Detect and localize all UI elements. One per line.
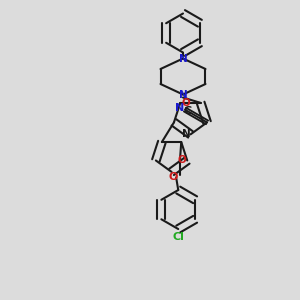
Text: N: N: [175, 103, 184, 113]
Text: O: O: [169, 172, 178, 182]
Text: O: O: [178, 155, 186, 166]
Text: O: O: [181, 98, 190, 108]
Text: Cl: Cl: [172, 232, 184, 242]
Text: N: N: [178, 89, 188, 100]
Text: C: C: [184, 106, 192, 116]
Text: N: N: [182, 129, 190, 140]
Text: N: N: [178, 53, 188, 64]
